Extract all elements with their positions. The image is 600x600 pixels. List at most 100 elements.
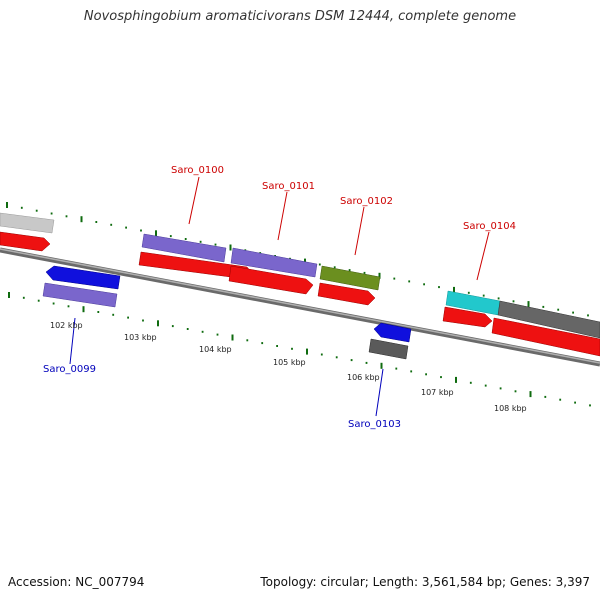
major-tick [157, 320, 159, 327]
major-tick [380, 362, 383, 369]
gene-arrow-saro-0104-b[interactable] [491, 317, 600, 357]
scale-label-106: 106 kbp [347, 373, 380, 382]
minor-tick [410, 370, 413, 373]
cog-bar-saro-0104-gray[interactable] [497, 300, 600, 339]
major-tick [529, 391, 532, 398]
gene-arrow-saro-0103[interactable] [373, 322, 412, 343]
minor-tick [363, 271, 366, 274]
minor-tick [50, 212, 53, 215]
cog-category-bars [0, 212, 600, 360]
scale-label-104: 104 kbp [199, 345, 232, 354]
gene-label-saro-0102[interactable]: Saro_0102 [340, 196, 393, 207]
gene-arrow-saro-0099[interactable] [45, 265, 121, 290]
minor-tick [201, 330, 204, 333]
minor-tick [35, 209, 38, 212]
minor-tick [512, 300, 515, 303]
minor-tick [393, 277, 396, 280]
cog-bar-lightgray[interactable] [0, 212, 55, 234]
scale-label-103: 103 kbp [124, 333, 157, 342]
minor-tick [65, 215, 68, 218]
major-tick [231, 334, 234, 341]
minor-tick [589, 404, 591, 407]
minor-tick [169, 235, 172, 238]
minor-tick [559, 398, 562, 401]
major-tick [453, 286, 455, 293]
minor-tick [112, 313, 115, 316]
gene-arrow-saro-0104-a[interactable] [442, 306, 493, 328]
map-title: Novosphingobium aromaticivorans DSM 1244… [83, 9, 517, 24]
minor-tick [97, 311, 100, 313]
forward-strand-genes [0, 231, 600, 357]
minor-tick [291, 347, 293, 350]
reverse-strand-genes [45, 265, 412, 343]
gene-label-saro-0099[interactable]: Saro_0099 [43, 364, 96, 375]
minor-tick [544, 395, 547, 398]
minor-tick [440, 376, 442, 379]
minor-tick [110, 223, 113, 226]
minor-tick [557, 308, 560, 311]
minor-tick [423, 283, 425, 286]
minor-tick [22, 296, 25, 299]
cog-bar-saro-0099[interactable] [42, 282, 118, 308]
gene-label-saro-0100[interactable]: Saro_0100 [171, 165, 224, 176]
minor-tick [216, 333, 219, 336]
minor-tick [350, 359, 353, 362]
minor-tick [467, 291, 470, 294]
major-tick [8, 292, 10, 298]
minor-tick [484, 384, 487, 387]
minor-tick [37, 299, 40, 302]
scale-label-105: 105 kbp [273, 358, 306, 367]
gene-arrow-forward[interactable] [0, 231, 51, 252]
minor-tick [365, 361, 368, 364]
minor-tick [184, 238, 187, 240]
major-tick [378, 272, 381, 279]
minor-tick [67, 305, 70, 308]
cog-bar-saro-0100[interactable] [141, 233, 227, 263]
minor-tick [276, 345, 278, 347]
minor-tick [438, 286, 440, 289]
minor-tick [469, 381, 472, 384]
accession-text: Accession: NC_007794 [8, 575, 145, 589]
label-connectors [69, 176, 490, 417]
minor-tick [20, 206, 23, 209]
backbone [0, 247, 600, 367]
minor-tick [95, 221, 98, 223]
major-tick [229, 244, 232, 251]
minor-tick [572, 311, 574, 314]
minor-tick [408, 280, 411, 283]
minor-tick [574, 401, 576, 404]
cog-bar-saro-0103[interactable] [368, 338, 409, 360]
gene-labels: Saro_0099 Saro_0100 Saro_0101 Saro_0102 … [43, 165, 516, 430]
scale-label-108: 108 kbp [494, 404, 527, 413]
gene-arrow-saro-0101[interactable] [228, 265, 314, 295]
scale-labels: 102 kbp 103 kbp 104 kbp 105 kbp 106 kbp … [50, 321, 527, 413]
minor-tick [127, 316, 129, 319]
major-tick [155, 230, 157, 237]
minor-tick [125, 226, 127, 229]
minor-tick [320, 353, 323, 356]
minor-tick [171, 325, 174, 328]
minor-tick [318, 263, 321, 266]
cog-bar-saro-0101[interactable] [230, 247, 318, 278]
minor-tick [497, 297, 500, 300]
minor-tick [52, 302, 55, 305]
genome-info-text: Topology: circular; Length: 3,561,584 bp… [260, 575, 590, 589]
major-tick [6, 202, 8, 208]
cog-bar-saro-0102[interactable] [319, 265, 381, 291]
gene-label-saro-0103[interactable]: Saro_0103 [348, 419, 401, 430]
minor-tick [514, 390, 517, 393]
minor-tick [587, 314, 589, 317]
gene-label-saro-0101[interactable]: Saro_0101 [262, 181, 315, 192]
minor-tick [186, 328, 189, 330]
scale-label-102: 102 kbp [50, 321, 83, 330]
gene-arrow-saro-0102[interactable] [317, 282, 376, 306]
inner-tick-track [8, 292, 591, 407]
minor-tick [142, 319, 144, 322]
minor-tick [246, 339, 249, 342]
gene-label-saro-0104[interactable]: Saro_0104 [463, 221, 516, 232]
scale-label-107: 107 kbp [421, 388, 454, 397]
minor-tick [199, 240, 202, 243]
minor-tick [335, 356, 338, 359]
